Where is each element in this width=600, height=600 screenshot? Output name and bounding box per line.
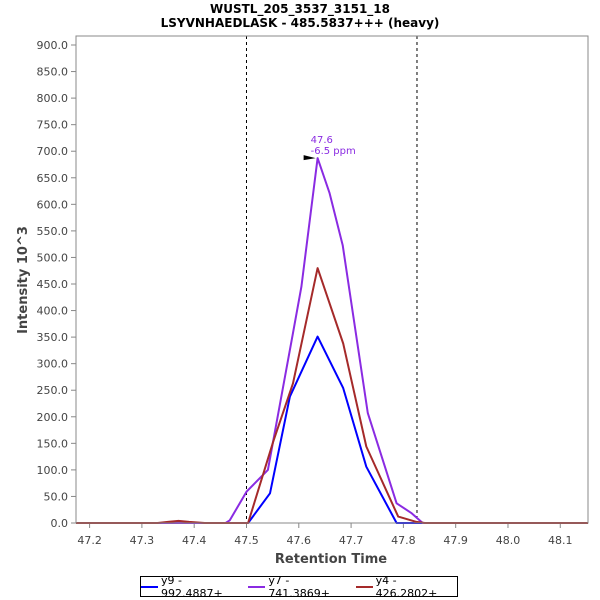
x-tick-label: 48.0 bbox=[496, 534, 521, 547]
legend-label: y7 - 741.3869+ bbox=[268, 573, 331, 600]
y-axis-label: Intensity 10^3 bbox=[16, 226, 31, 334]
x-tick-label: 47.9 bbox=[443, 534, 468, 547]
y-tick-label: 700.0 bbox=[37, 145, 69, 158]
y-tick-label: 750.0 bbox=[37, 119, 69, 132]
x-tick-label: 47.2 bbox=[77, 534, 102, 547]
legend-label: y9 - 992.4887+ bbox=[160, 573, 223, 600]
x-tick-label: 47.3 bbox=[130, 534, 155, 547]
x-tick-label: 47.6 bbox=[287, 534, 312, 547]
y-tick-label: 450.0 bbox=[37, 278, 69, 291]
y-tick-label: 650.0 bbox=[37, 172, 69, 185]
y-tick-label: 900.0 bbox=[37, 39, 69, 52]
peak-marker-arrow-icon bbox=[303, 155, 316, 161]
legend-label: y4 - 426.2802+ bbox=[375, 573, 438, 600]
legend-item: y7 - 741.3869+ bbox=[248, 574, 349, 600]
plot-area-border bbox=[75, 35, 589, 524]
y-tick-label: 600.0 bbox=[37, 198, 69, 211]
series-line bbox=[76, 267, 588, 524]
y-tick-label: 850.0 bbox=[37, 66, 69, 79]
y-tick-label: 200.0 bbox=[37, 411, 69, 424]
x-tick-label: 47.8 bbox=[391, 534, 416, 547]
y-tick-label: 300.0 bbox=[37, 358, 69, 371]
legend: y9 - 992.4887+ y7 - 741.3869+ y4 - 426.280… bbox=[140, 573, 458, 600]
legend-item: y9 - 992.4887+ bbox=[141, 574, 242, 600]
legend-swatch bbox=[248, 585, 266, 588]
y-tick-label: 350.0 bbox=[37, 331, 69, 344]
x-axis-label: Retention Time bbox=[275, 552, 387, 567]
chart-title: WUSTL_205_3537_3151_18 bbox=[210, 2, 390, 17]
chart-subtitle: LSYVNHAEDLASK - 485.5837+++ (heavy) bbox=[161, 16, 440, 30]
legend-swatch bbox=[141, 585, 158, 588]
peak-annotation-ppm: -6.5 ppm bbox=[311, 146, 356, 157]
x-tick-label: 47.7 bbox=[339, 534, 364, 547]
y-tick-label: 0.0 bbox=[51, 517, 69, 530]
x-tick-label: 47.4 bbox=[182, 534, 207, 547]
y-tick-label: 400.0 bbox=[37, 305, 69, 318]
series-line bbox=[76, 335, 588, 524]
x-tick-label: 48.1 bbox=[548, 534, 573, 547]
y-tick-label: 500.0 bbox=[37, 251, 69, 264]
legend-swatch bbox=[355, 585, 373, 588]
series-line bbox=[76, 157, 588, 524]
y-tick-label: 550.0 bbox=[37, 225, 69, 238]
x-tick-label: 47.5 bbox=[234, 534, 259, 547]
y-tick-label: 250.0 bbox=[37, 384, 69, 397]
y-tick-label: 150.0 bbox=[37, 437, 69, 450]
y-tick-label: 800.0 bbox=[37, 92, 69, 105]
y-tick-label: 50.0 bbox=[44, 490, 69, 503]
legend-item: y4 - 426.2802+ bbox=[355, 573, 457, 600]
y-tick-label: 100.0 bbox=[37, 464, 69, 477]
peak-annotation-rt: 47.6 bbox=[311, 135, 333, 146]
